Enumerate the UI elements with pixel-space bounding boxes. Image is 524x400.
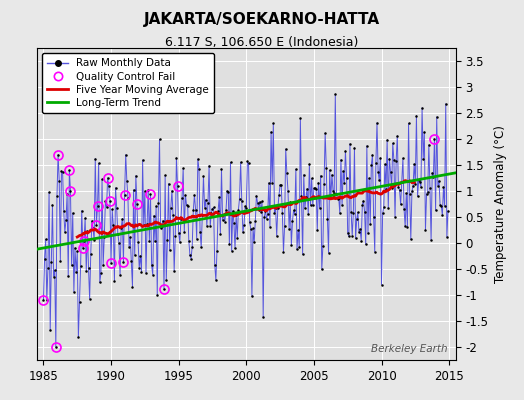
Text: 6.117 S, 106.650 E (Indonesia): 6.117 S, 106.650 E (Indonesia) — [165, 36, 359, 49]
Text: JAKARTA/SOEKARNO-HATTA: JAKARTA/SOEKARNO-HATTA — [144, 12, 380, 27]
Legend: Raw Monthly Data, Quality Control Fail, Five Year Moving Average, Long-Term Tren: Raw Monthly Data, Quality Control Fail, … — [42, 53, 214, 113]
Text: Berkeley Earth: Berkeley Earth — [371, 344, 447, 354]
Y-axis label: Temperature Anomaly (°C): Temperature Anomaly (°C) — [494, 125, 507, 283]
